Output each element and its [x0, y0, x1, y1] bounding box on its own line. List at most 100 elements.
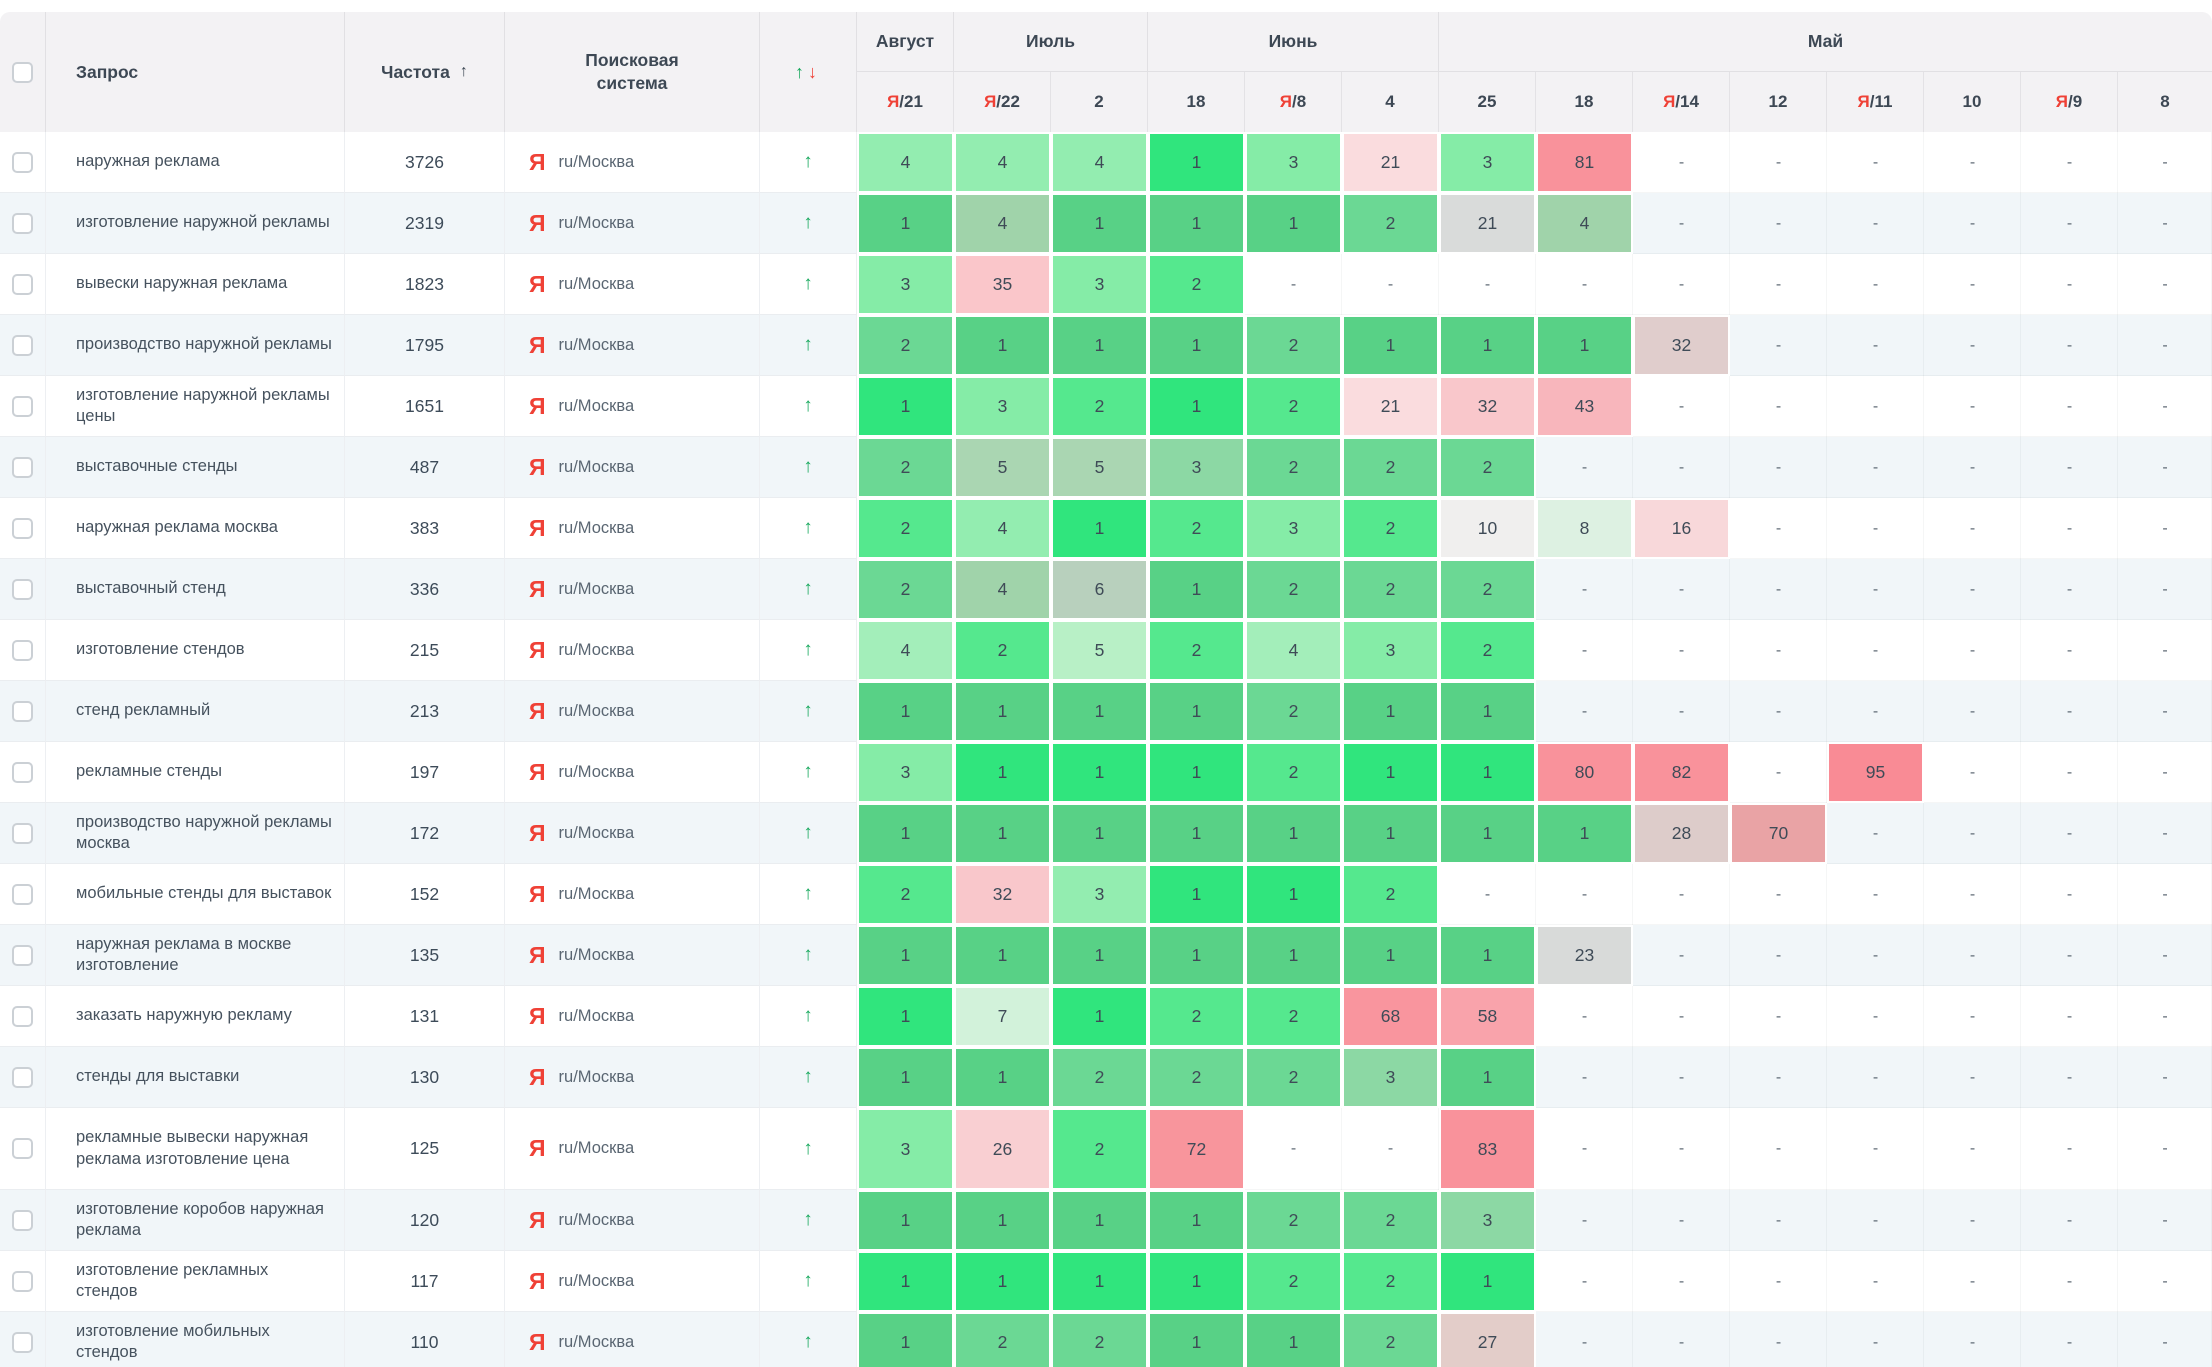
- date-column-header[interactable]: Я/21: [857, 72, 954, 132]
- date-column-header[interactable]: Я/14: [1633, 72, 1730, 132]
- position-value: -: [1969, 336, 1976, 354]
- date-column-header[interactable]: 25: [1439, 72, 1536, 132]
- position-cell: -: [1827, 986, 1924, 1047]
- col-header-trend-sort[interactable]: ↑ ↓: [760, 12, 857, 132]
- query-cell[interactable]: наружная реклама москва: [46, 498, 345, 559]
- position-cell: -: [1924, 315, 2021, 376]
- position-value: -: [1775, 397, 1782, 415]
- position-value: -: [1969, 885, 1976, 903]
- query-cell[interactable]: стенды для выставки: [46, 1047, 345, 1108]
- select-all-checkbox[interactable]: [12, 61, 33, 83]
- date-column-header[interactable]: 2: [1051, 72, 1148, 132]
- row-checkbox[interactable]: [12, 578, 33, 600]
- position-value: 1: [1051, 986, 1148, 1047]
- row-checkbox[interactable]: [12, 334, 33, 356]
- date-column-header[interactable]: 18: [1536, 72, 1633, 132]
- position-cell: -: [1730, 193, 1827, 254]
- query-label: изготовление коробов наружная реклама: [76, 1199, 324, 1239]
- date-column-header[interactable]: Я/22: [954, 72, 1051, 132]
- position-cell: 4: [857, 132, 954, 193]
- row-checkbox[interactable]: [12, 1331, 33, 1353]
- position-cell: -: [1827, 864, 1924, 925]
- row-checkbox-cell: [0, 986, 46, 1047]
- query-cell[interactable]: изготовление стендов: [46, 620, 345, 681]
- position-cell: -: [1924, 193, 2021, 254]
- position-cell: -: [1536, 437, 1633, 498]
- position-cell: -: [2118, 742, 2212, 803]
- query-cell[interactable]: изготовление рекламных стендов: [46, 1251, 345, 1312]
- position-cell: 1: [857, 193, 954, 254]
- position-cell: 32: [954, 864, 1051, 925]
- query-cell[interactable]: вывески наружная реклама: [46, 254, 345, 315]
- position-value: -: [1969, 702, 1976, 720]
- position-value: 1: [857, 925, 954, 986]
- trend-down-icon[interactable]: ↓: [808, 61, 821, 82]
- date-column-header[interactable]: Я/8: [1245, 72, 1342, 132]
- engine-region-label: ru/Москва: [558, 335, 635, 354]
- query-cell[interactable]: рекламные стенды: [46, 742, 345, 803]
- row-checkbox[interactable]: [12, 1066, 33, 1088]
- position-cell: -: [1924, 742, 2021, 803]
- row-checkbox[interactable]: [12, 395, 33, 417]
- row-checkbox[interactable]: [12, 151, 33, 173]
- query-label: изготовление наружной рекламы цены: [76, 385, 330, 425]
- query-cell[interactable]: изготовление наружной рекламы: [46, 193, 345, 254]
- query-cell[interactable]: производство наружной рекламы: [46, 315, 345, 376]
- date-column-header[interactable]: 8: [2118, 72, 2212, 132]
- query-cell[interactable]: стенд рекламный: [46, 681, 345, 742]
- row-checkbox[interactable]: [12, 639, 33, 661]
- row-checkbox-cell: [0, 1047, 46, 1108]
- query-cell[interactable]: заказать наружную рекламу: [46, 986, 345, 1047]
- position-value: 1: [1051, 742, 1148, 803]
- query-cell[interactable]: выставочные стенды: [46, 437, 345, 498]
- query-cell[interactable]: наружная реклама в москве изготовление: [46, 925, 345, 986]
- row-checkbox[interactable]: [12, 1138, 33, 1159]
- query-cell[interactable]: изготовление наружной рекламы цены: [46, 376, 345, 437]
- col-header-query[interactable]: Запрос: [46, 12, 345, 132]
- position-value: -: [1678, 885, 1685, 903]
- position-value: 68: [1342, 986, 1439, 1047]
- position-cell: 2: [1245, 559, 1342, 620]
- row-checkbox[interactable]: [12, 212, 33, 234]
- row-checkbox[interactable]: [12, 944, 33, 966]
- date-column-header[interactable]: 12: [1730, 72, 1827, 132]
- row-checkbox[interactable]: [12, 761, 33, 783]
- row-checkbox[interactable]: [12, 822, 33, 844]
- row-checkbox[interactable]: [12, 1270, 33, 1292]
- query-cell[interactable]: мобильные стенды для выставок: [46, 864, 345, 925]
- query-cell[interactable]: изготовление мобильных стендов: [46, 1312, 345, 1367]
- row-checkbox[interactable]: [12, 1209, 33, 1231]
- trend-up-icon[interactable]: ↑: [795, 61, 808, 82]
- position-cell: 2: [1342, 193, 1439, 254]
- position-cell: 1: [954, 1047, 1051, 1108]
- position-cell: -: [2021, 742, 2118, 803]
- date-column-header[interactable]: 10: [1924, 72, 2021, 132]
- date-column-header[interactable]: Я/11: [1827, 72, 1924, 132]
- position-cell: 2: [954, 620, 1051, 681]
- row-checkbox[interactable]: [12, 517, 33, 539]
- position-cell: 1: [857, 1190, 954, 1251]
- frequency-sort-icon[interactable]: ↑: [459, 63, 468, 80]
- query-cell[interactable]: изготовление коробов наружная реклама: [46, 1190, 345, 1251]
- position-value: 3: [1245, 132, 1342, 193]
- date-column-header[interactable]: 4: [1342, 72, 1439, 132]
- row-checkbox[interactable]: [12, 456, 33, 478]
- date-label: 8: [2160, 92, 2170, 111]
- query-cell[interactable]: наружная реклама: [46, 132, 345, 193]
- date-column-header[interactable]: 18: [1148, 72, 1245, 132]
- row-checkbox[interactable]: [12, 1005, 33, 1027]
- position-value: -: [2066, 214, 2073, 232]
- query-cell[interactable]: производство наружной рекламы москва: [46, 803, 345, 864]
- row-checkbox[interactable]: [12, 700, 33, 722]
- row-checkbox[interactable]: [12, 883, 33, 905]
- date-column-header[interactable]: Я/9: [2021, 72, 2118, 132]
- col-header-frequency[interactable]: Частота ↑: [345, 12, 505, 132]
- query-cell[interactable]: выставочный стенд: [46, 559, 345, 620]
- query-label: выставочные стенды: [76, 457, 238, 476]
- position-value: 1: [857, 681, 954, 742]
- row-checkbox[interactable]: [12, 273, 33, 295]
- position-value: 2: [1342, 193, 1439, 254]
- position-cell: 10: [1439, 498, 1536, 559]
- position-value: -: [1581, 885, 1588, 903]
- query-cell[interactable]: рекламные вывески наружная реклама изгот…: [46, 1108, 345, 1190]
